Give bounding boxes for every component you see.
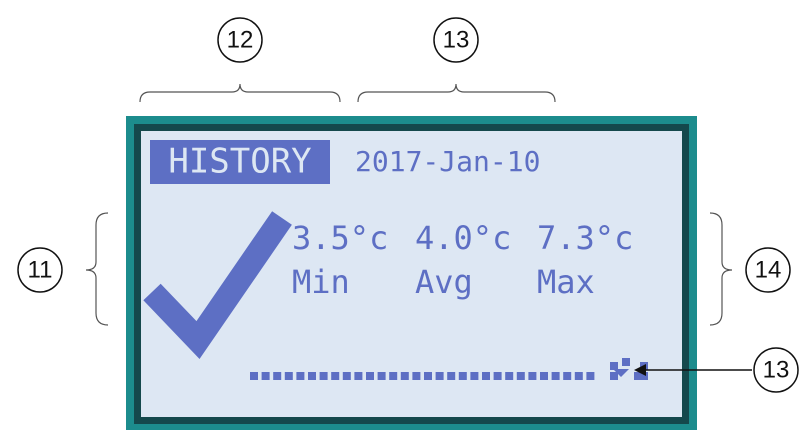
callout-label: 12 (227, 26, 254, 53)
bar-dot (622, 358, 630, 366)
bar-dot (528, 372, 536, 380)
bar-dot (436, 372, 444, 380)
bar-dot (540, 372, 548, 380)
bracket (358, 84, 555, 102)
reading-value: 3.5°c (292, 219, 388, 257)
bar-dot (320, 372, 328, 380)
bar-dot (366, 372, 374, 380)
reading-value: 4.0°c (415, 219, 511, 257)
reading-label: Min (292, 263, 350, 301)
bar-dot (308, 372, 316, 380)
diagram: HISTORY 2017-Jan-10 3.5°c Min 4.0°c Avg … (0, 0, 809, 430)
bracket (710, 213, 732, 325)
bracket (140, 84, 340, 102)
bar-dot (563, 372, 571, 380)
bar-dot (273, 372, 281, 380)
bar-dot (447, 372, 455, 380)
bar-dot (552, 372, 560, 380)
bracket (86, 213, 108, 325)
callout-label: 13 (443, 26, 470, 53)
reading-label: Max (537, 263, 595, 301)
bar-dot (354, 372, 362, 380)
bar-dot (285, 372, 293, 380)
bar-dot (262, 372, 270, 380)
bar-dot (296, 372, 304, 380)
bar-dot (412, 372, 420, 380)
bar-dot (575, 372, 583, 380)
bar-dot (610, 372, 618, 380)
callout-label: 13 (763, 356, 790, 383)
bar-dot (494, 372, 502, 380)
bar-dot (250, 372, 258, 380)
bar-dot (424, 372, 432, 380)
bar-dot (517, 372, 525, 380)
bar-dot (459, 372, 467, 380)
bar-dot (331, 372, 339, 380)
mode: HISTORY (168, 142, 311, 182)
reading-label: Avg (415, 263, 473, 301)
reading-value: 7.3°c (537, 219, 633, 257)
bar-dot (505, 372, 513, 380)
bar-dot (610, 362, 618, 370)
bar-dot (389, 372, 397, 380)
bar-dot (482, 372, 490, 380)
callout-label: 14 (755, 256, 782, 283)
bar-dot (378, 372, 386, 380)
bar-dot (401, 372, 409, 380)
bar-dot (343, 372, 351, 380)
bar-dot (470, 372, 478, 380)
bar-dot (586, 372, 594, 380)
date: 2017-Jan-10 (355, 145, 540, 178)
callout-label: 11 (28, 256, 53, 283)
